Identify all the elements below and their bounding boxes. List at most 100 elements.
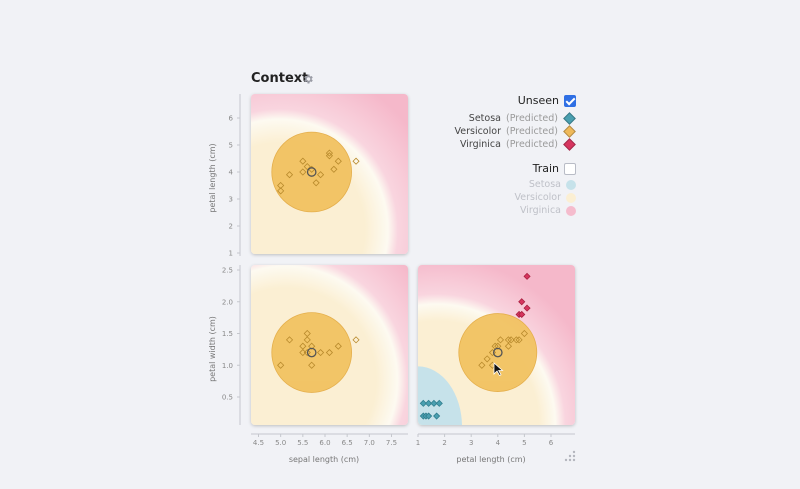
x-tick-label: 1 bbox=[416, 439, 420, 447]
legend-item-setosa-predicted[interactable]: Setosa (Predicted) bbox=[468, 112, 576, 125]
legend-item-versicolor-predicted[interactable]: Versicolor (Predicted) bbox=[454, 125, 576, 138]
x-tick-label: 6.0 bbox=[319, 439, 330, 447]
x-tick-label: 7.5 bbox=[386, 439, 397, 447]
legend-label: Versicolor bbox=[514, 192, 562, 203]
point-setosa bbox=[433, 412, 441, 420]
train-label: Train bbox=[532, 162, 559, 175]
y-axis-title-petal-length: petal length (cm) bbox=[208, 143, 217, 212]
cursor-icon bbox=[493, 362, 504, 377]
y-axis-title-petal-width: petal width (cm) bbox=[208, 316, 217, 382]
panel-content bbox=[271, 131, 360, 213]
context-neighborhood-circle bbox=[458, 313, 538, 392]
point-versicolor bbox=[330, 165, 338, 173]
setosa-region bbox=[418, 366, 462, 425]
point-versicolor bbox=[352, 336, 360, 344]
point-virginica bbox=[518, 310, 526, 319]
point-versicolor bbox=[515, 336, 523, 344]
point-versicolor bbox=[520, 329, 528, 338]
y-tick-label: 3 bbox=[229, 196, 233, 204]
page-title: Context bbox=[251, 71, 309, 86]
point-versicolor bbox=[303, 163, 311, 171]
point-versicolor bbox=[303, 336, 311, 344]
point-versicolor bbox=[317, 171, 325, 179]
legend-label: Virginica bbox=[459, 139, 501, 150]
dot-icon bbox=[566, 179, 576, 190]
x-tick-label: 2 bbox=[442, 439, 446, 447]
x-tick-label: 5.0 bbox=[275, 439, 286, 447]
x-axis-title-petal-length: petal length (cm) bbox=[456, 455, 525, 464]
point-setosa bbox=[425, 412, 433, 420]
y-tick-label: 5 bbox=[229, 142, 233, 150]
grip-icon[interactable] bbox=[563, 449, 577, 463]
point-setosa bbox=[435, 399, 443, 407]
dot-icon bbox=[566, 192, 576, 203]
point-versicolor bbox=[325, 152, 333, 160]
legend-label: Setosa bbox=[468, 113, 501, 124]
point-versicolor bbox=[312, 179, 320, 187]
y-tick-label: 0.5 bbox=[222, 394, 233, 402]
x-tick-label: 4.5 bbox=[253, 439, 264, 447]
y-tick-label: 2.5 bbox=[222, 267, 233, 275]
train-toggle[interactable]: Train bbox=[533, 162, 576, 175]
point-virginica bbox=[523, 304, 531, 312]
point-versicolor bbox=[308, 342, 316, 350]
point-versicolor bbox=[303, 329, 311, 338]
legend-item-versicolor-train[interactable]: Versicolor bbox=[514, 192, 576, 203]
panel-petal-length-vs-petal-width bbox=[418, 265, 575, 425]
point-versicolor bbox=[277, 181, 285, 190]
y-tick-label: 1 bbox=[229, 250, 233, 258]
panel-content bbox=[418, 272, 538, 425]
x-tick-label: 5.5 bbox=[297, 439, 308, 447]
x-tick-label: 3 bbox=[469, 439, 473, 447]
context-neighborhood-circle bbox=[271, 312, 353, 393]
x-tick-label: 5 bbox=[522, 439, 526, 447]
unseen-label: Unseen bbox=[517, 94, 559, 107]
train-checkbox[interactable] bbox=[564, 162, 576, 175]
x-tick-label: 6.5 bbox=[342, 439, 353, 447]
panel-sepal-length-vs-petal-width bbox=[251, 265, 408, 425]
point-versicolor bbox=[325, 348, 333, 357]
point-versicolor bbox=[285, 171, 294, 179]
legend-item-virginica-train[interactable]: Virginica bbox=[520, 205, 576, 216]
gear-icon[interactable] bbox=[302, 73, 314, 85]
panel-sepal-vs-petal-length bbox=[251, 94, 408, 254]
point-versicolor bbox=[504, 342, 513, 350]
point-versicolor bbox=[488, 348, 497, 357]
point-versicolor bbox=[277, 187, 285, 195]
context-point-marker bbox=[492, 347, 503, 358]
legend-item-virginica-predicted[interactable]: Virginica (Predicted) bbox=[459, 138, 576, 151]
x-tick-label: 6 bbox=[549, 439, 554, 447]
context-point-marker bbox=[306, 347, 317, 358]
context-point-marker bbox=[306, 167, 317, 177]
point-versicolor bbox=[299, 168, 307, 176]
point-virginica bbox=[523, 272, 531, 280]
x-axis-title-sepal-length: sepal length (cm) bbox=[289, 455, 359, 464]
legend-suffix: (Predicted) bbox=[505, 139, 558, 150]
legend-label: Virginica bbox=[519, 205, 561, 216]
diamond-icon bbox=[563, 138, 576, 151]
point-versicolor bbox=[483, 355, 491, 363]
point-versicolor bbox=[299, 157, 307, 165]
x-tick-label: 4 bbox=[496, 439, 501, 447]
unseen-checkbox[interactable] bbox=[564, 94, 576, 107]
point-versicolor bbox=[334, 342, 342, 350]
point-versicolor bbox=[325, 149, 333, 157]
point-versicolor bbox=[494, 342, 502, 350]
point-versicolor bbox=[277, 361, 285, 369]
point-versicolor bbox=[352, 157, 360, 165]
y-tick-label: 1.0 bbox=[222, 362, 233, 370]
point-versicolor bbox=[507, 336, 515, 344]
legend-item-setosa-train[interactable]: Setosa bbox=[529, 179, 576, 190]
point-versicolor bbox=[496, 336, 505, 344]
legend-suffix: (Predicted) bbox=[505, 113, 558, 124]
unseen-toggle[interactable]: Unseen bbox=[518, 94, 576, 107]
diamond-icon bbox=[563, 125, 576, 138]
legend-label: Versicolor bbox=[454, 126, 501, 137]
diamond-icon bbox=[563, 112, 576, 125]
y-tick-label: 6 bbox=[229, 115, 234, 123]
y-tick-label: 1.5 bbox=[222, 330, 233, 338]
point-versicolor bbox=[299, 342, 307, 350]
dot-icon bbox=[566, 205, 576, 216]
x-tick-label: 7.0 bbox=[364, 439, 375, 447]
y-tick-label: 4 bbox=[229, 169, 234, 177]
